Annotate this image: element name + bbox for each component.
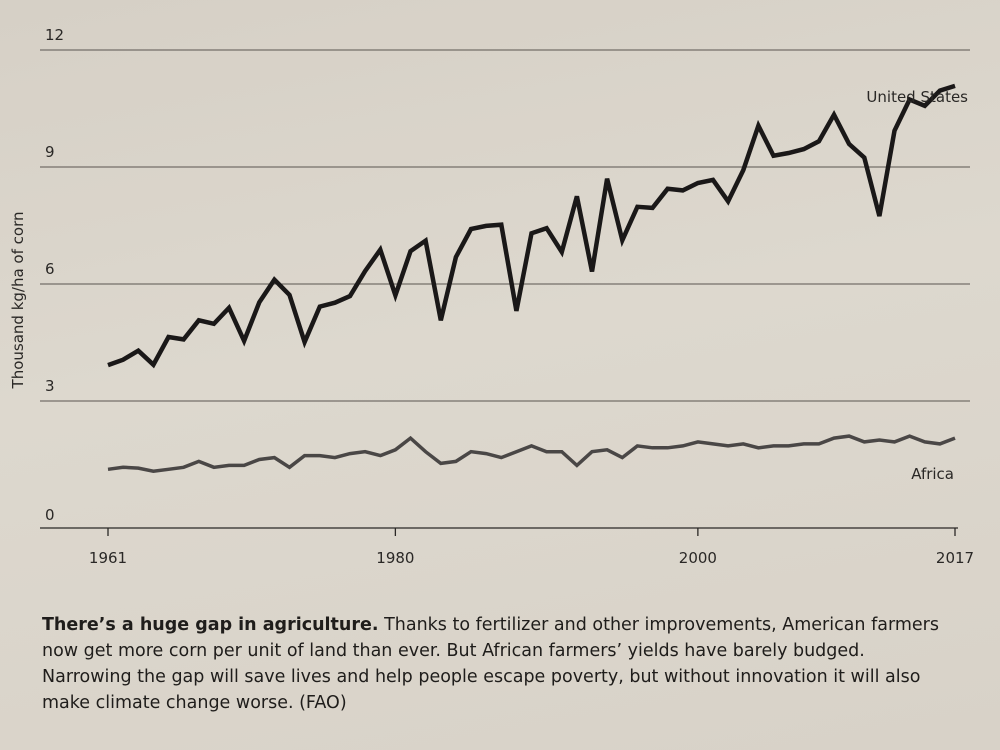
x-tick-label: 2000: [679, 549, 717, 567]
figure-caption: There’s a huge gap in agriculture. Thank…: [42, 612, 952, 716]
legend-label-africa: Africa: [911, 465, 954, 483]
y-tick-label: 6: [45, 260, 55, 278]
y-tick-label: 9: [45, 143, 55, 161]
y-axis-label: Thousand kg/ha of corn: [9, 212, 27, 390]
y-tick-label: 3: [45, 377, 55, 395]
corn-yield-chart: 0 3 6 9 12 1961 1980 2000 2017 Thousand kg/ha of …: [9, 26, 974, 567]
legend-label-united-states: United States: [866, 88, 968, 106]
y-tick-label: 12: [45, 26, 64, 44]
x-tick-label: 1980: [376, 549, 414, 567]
x-tick-label: 2017: [936, 549, 974, 567]
series-line-united-states: [107, 83, 956, 369]
series-line-africa: [107, 434, 956, 473]
caption-heading: There’s a huge gap in agriculture.: [42, 615, 379, 635]
y-tick-label: 0: [45, 506, 55, 524]
caption-text: Thanks to fertilizer and other improveme…: [42, 615, 939, 713]
x-tick-label: 1961: [89, 549, 127, 567]
